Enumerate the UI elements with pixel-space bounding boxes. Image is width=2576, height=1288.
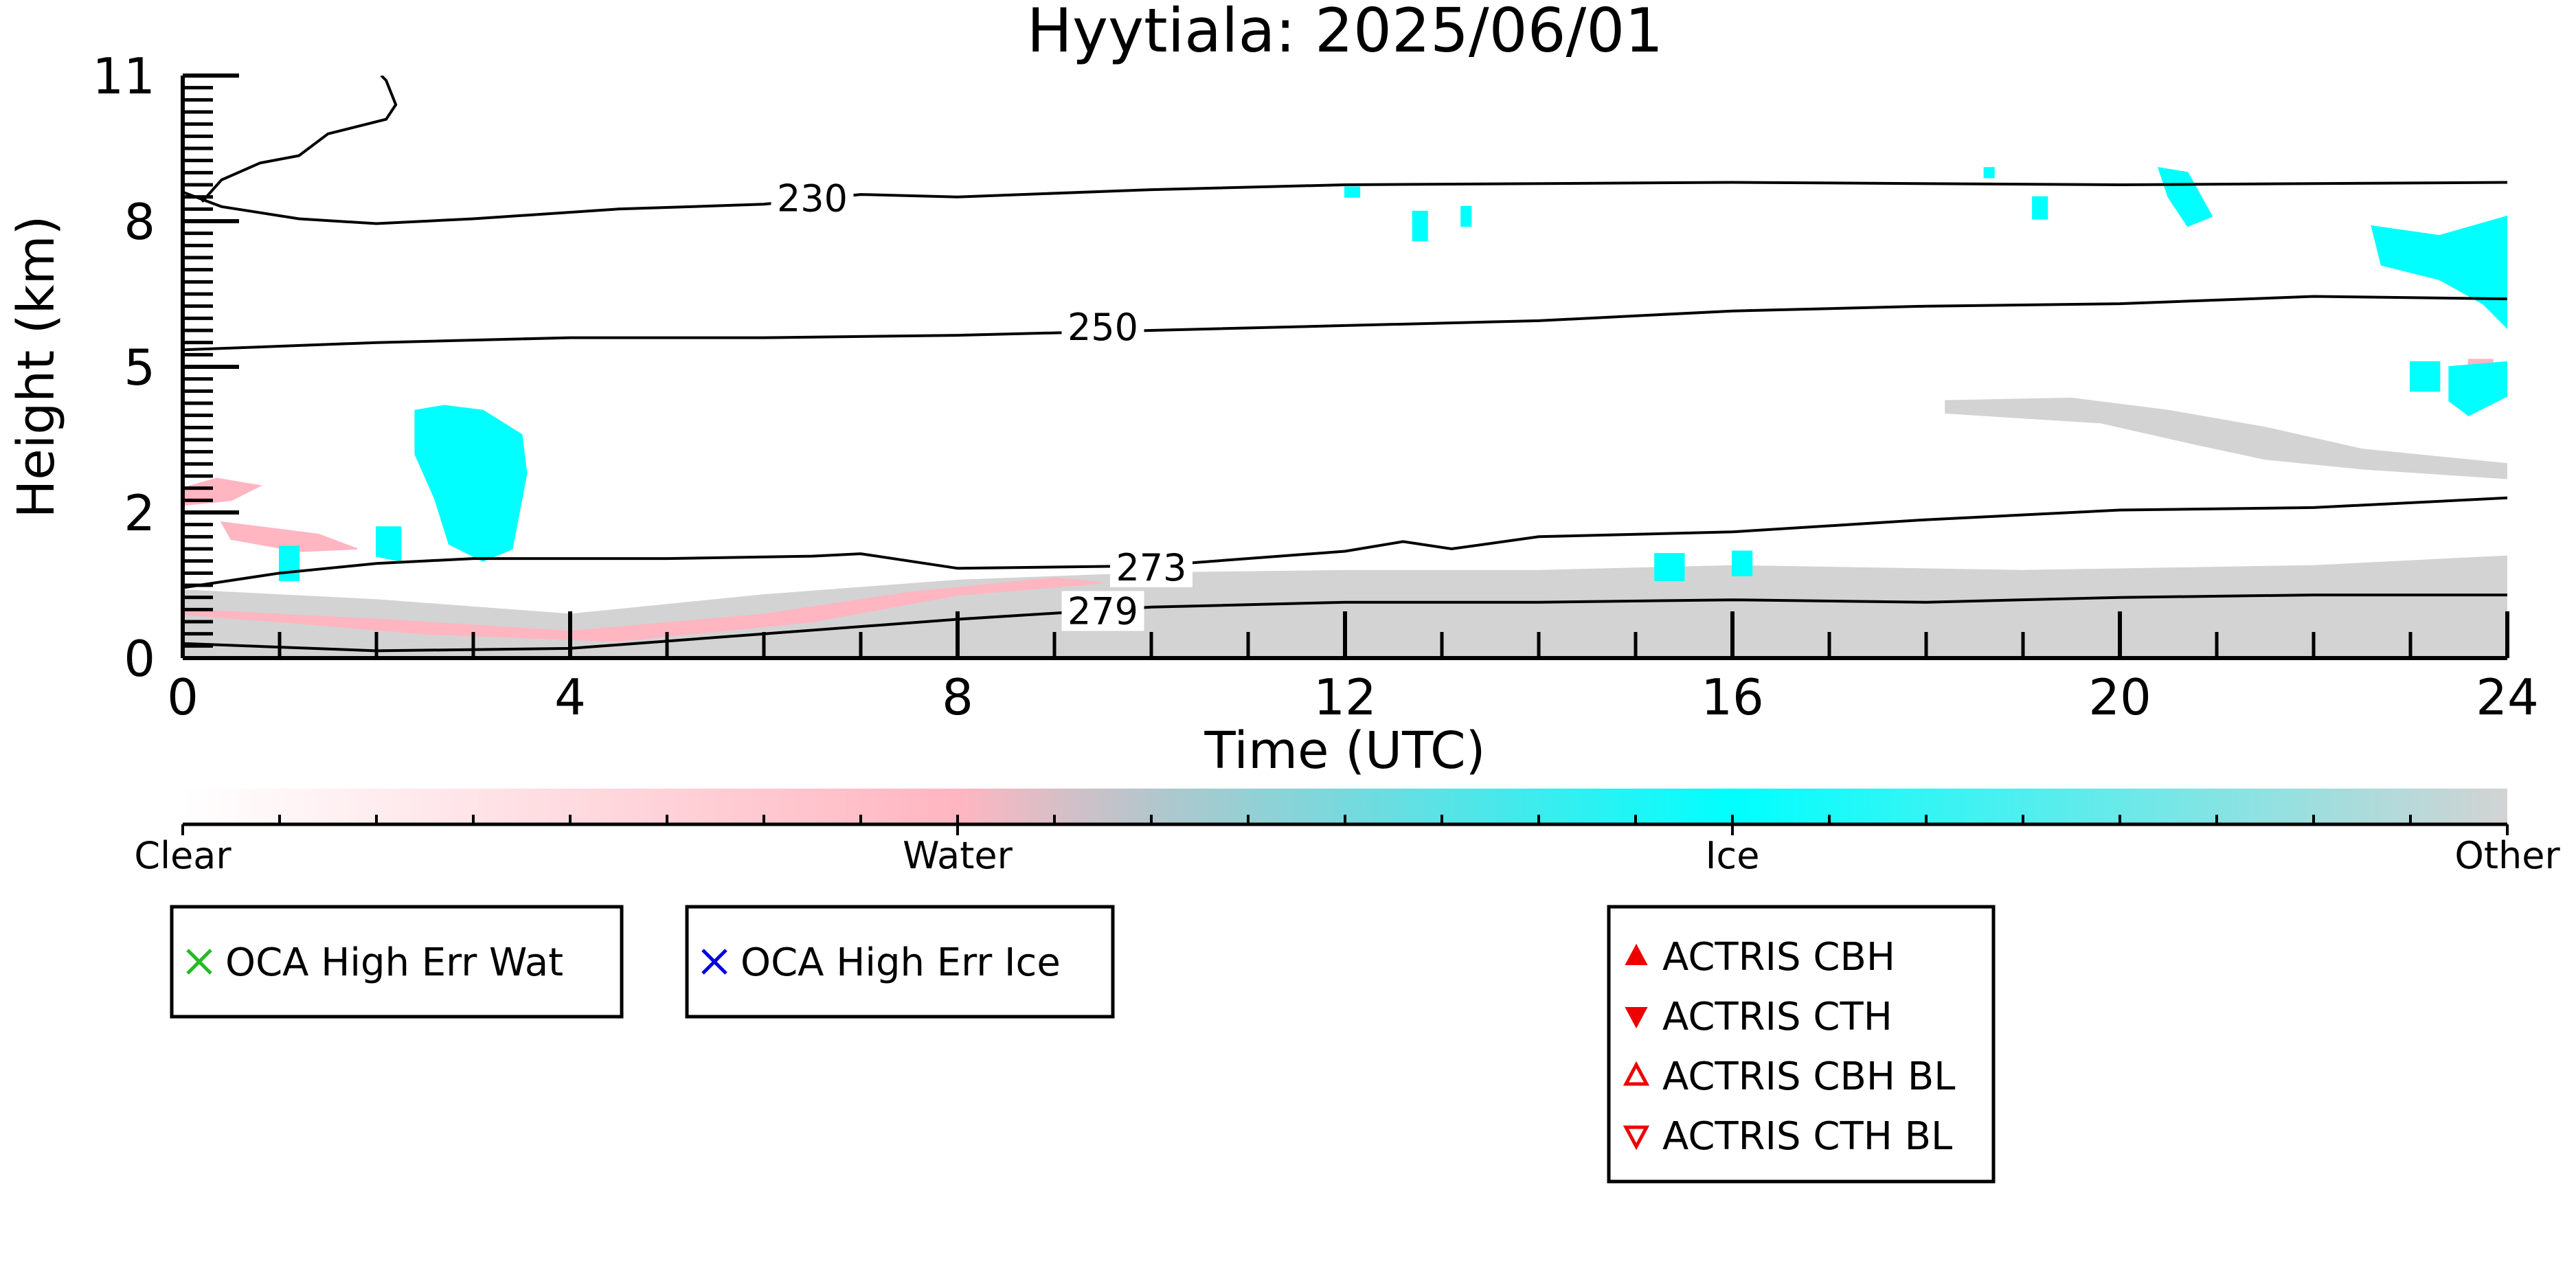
legend-box: OCA High Err Ice xyxy=(685,905,1115,1019)
x-tick-label: 4 xyxy=(554,668,586,726)
contour-label: 250 xyxy=(1067,306,1138,349)
x-tick-label: 12 xyxy=(1313,668,1377,726)
y-tick-label: 2 xyxy=(124,484,155,542)
legend-box: ACTRIS CBH ACTRIS CTH ACTRIS CBH BL ACTRIS … xyxy=(1607,905,1996,1184)
chart-title: Hyytiala: 2025/06/01 xyxy=(1027,0,1663,66)
other-region xyxy=(1945,397,2507,479)
legend-label: OCA High Err Wat xyxy=(225,940,563,985)
contour-label-background xyxy=(1061,307,1144,347)
x-tick-label: 16 xyxy=(1701,668,1764,726)
y-tick-label: 5 xyxy=(124,339,155,396)
colorbar-ticks xyxy=(278,815,2412,824)
colorbar-labels: Clear Water Ice Other xyxy=(134,824,2560,877)
x-axis-label: Time (UTC) xyxy=(1204,721,1485,780)
ice-region xyxy=(2410,361,2441,392)
colorbar: Clear Water Ice Other xyxy=(134,789,2560,877)
ice-region xyxy=(1344,186,1361,198)
x-tick-label: 8 xyxy=(942,668,973,726)
contour-label: 279 xyxy=(1067,589,1138,633)
y-tick-label: 8 xyxy=(124,193,155,251)
legend-frame xyxy=(1607,905,1996,1184)
legend-label: ACTRIS CTH BL xyxy=(1662,1114,1952,1159)
contour-label-background xyxy=(1110,547,1193,587)
contour-label-background xyxy=(1061,591,1144,631)
ice-region xyxy=(414,405,528,562)
triangle-down-marker-icon xyxy=(1623,1125,1650,1151)
y-axis-label: Height (km) xyxy=(7,216,66,519)
x-marker-icon xyxy=(186,949,212,975)
ice-region xyxy=(1654,553,1685,581)
colorbar-label: Clear xyxy=(134,834,231,877)
legend-frame xyxy=(685,905,1115,1019)
ice-region xyxy=(1732,550,1753,576)
legend-box: OCA High Err Wat xyxy=(170,905,624,1019)
legend-frame xyxy=(170,905,624,1019)
ice-region xyxy=(1412,210,1428,242)
ice-region xyxy=(2157,167,2213,227)
cloud-classification-layer xyxy=(183,167,2507,658)
water-region xyxy=(183,477,262,506)
water-region xyxy=(183,577,1103,642)
contour-line xyxy=(183,295,2507,352)
x-tick-label: 24 xyxy=(2476,668,2539,726)
colorbar-label: Other xyxy=(2454,834,2560,877)
ice-region xyxy=(376,526,402,562)
ice-region xyxy=(279,545,300,581)
x-tick-label: 20 xyxy=(2088,668,2151,726)
ice-region xyxy=(1460,205,1472,227)
legend-label: ACTRIS CBH xyxy=(1662,935,1895,980)
ice-region xyxy=(2448,361,2507,416)
water-region xyxy=(220,521,358,552)
contour-label: 230 xyxy=(777,177,848,221)
x-marker-icon xyxy=(701,949,727,975)
colorbar-label: Ice xyxy=(1706,834,1760,877)
contour-label: 273 xyxy=(1116,546,1186,589)
ice-region xyxy=(2371,215,2507,329)
x-tick-label: 0 xyxy=(167,668,199,726)
colorbar-label: Water xyxy=(903,834,1013,877)
y-tick-label: 0 xyxy=(124,630,155,688)
ice-region xyxy=(1983,167,1995,179)
legend-label: ACTRIS CBH BL xyxy=(1662,1054,1955,1099)
contour-line xyxy=(201,76,398,203)
axes: 0 4 8 12 16 20 24 0 2 5 8 11 xyxy=(92,47,2538,726)
contour-line xyxy=(183,496,2507,589)
triangle-down-marker-icon xyxy=(1625,1007,1648,1029)
legend-label: OCA High Err Ice xyxy=(741,940,1061,985)
triangle-up-marker-icon xyxy=(1623,1061,1650,1086)
triangle-up-marker-icon xyxy=(1625,943,1648,965)
ice-region xyxy=(2032,196,2048,220)
legends: OCA High Err Wat OCA High Err Ice ACTRIS C… xyxy=(170,905,1996,1184)
y-tick-label: 11 xyxy=(92,47,155,105)
contour-label-background xyxy=(771,178,854,218)
legend-label: ACTRIS CTH xyxy=(1662,995,1893,1039)
